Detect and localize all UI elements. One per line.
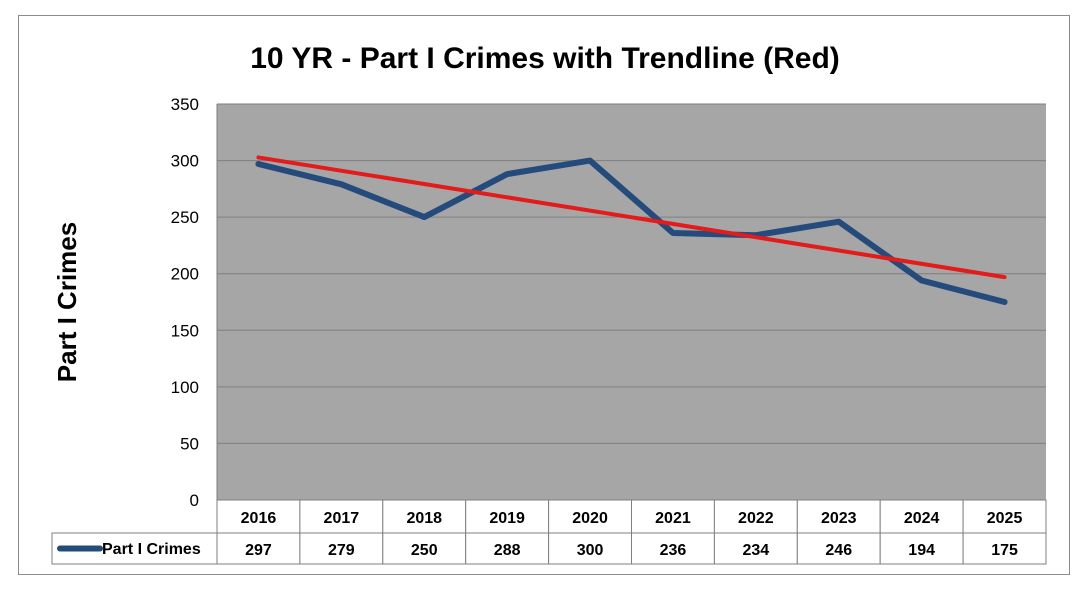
y-tick-label: 350 [171, 95, 199, 114]
x-tick-label: 2016 [241, 510, 277, 527]
table-header-cell [962, 499, 1047, 534]
x-tick-label: 2025 [987, 510, 1023, 527]
data-label: 236 [660, 542, 687, 559]
series-line-part-i-crimes [255, 157, 1008, 305]
x-tick-label: 2024 [904, 510, 940, 527]
y-tick-label: 200 [171, 265, 199, 284]
table-value-cell [216, 532, 301, 565]
table-header-cell [796, 499, 881, 534]
table-value-cell [465, 532, 550, 565]
table-value-cell [382, 532, 467, 565]
x-tick-label: 2021 [655, 510, 691, 527]
data-label: 297 [245, 542, 272, 559]
data-label: 300 [577, 542, 604, 559]
table-header-cell [382, 499, 467, 534]
table-header-cell [631, 499, 715, 534]
x-tick-label: 2018 [406, 510, 442, 527]
table-header-cell [548, 499, 632, 534]
data-label: 250 [411, 542, 438, 559]
table-header-cell [879, 499, 964, 534]
x-tick-label: 2019 [489, 510, 525, 527]
data-table: 2016 2017 2018 2019 2020 2021 2022 2023 2024 2025… [51, 499, 1047, 565]
table-value-cell [299, 532, 384, 565]
table-value-cell [962, 532, 1047, 565]
y-axis-label: Part I Crimes [52, 222, 82, 382]
x-tick-label: 2022 [738, 510, 774, 527]
data-label: 246 [825, 542, 852, 559]
legend-label: Part I Crimes [102, 541, 201, 558]
plot-background [217, 104, 1046, 500]
x-tick-label: 2023 [821, 510, 857, 527]
data-label: 194 [908, 542, 935, 559]
y-tick-label: 250 [171, 208, 199, 227]
data-label: 279 [328, 542, 355, 559]
trendline [256, 155, 1007, 280]
data-label: 234 [742, 542, 769, 559]
table-header-cell [216, 499, 301, 534]
x-tick-label: 2020 [572, 510, 608, 527]
x-tick-label: 2017 [324, 510, 360, 527]
y-tick-label: 100 [171, 378, 199, 397]
table-value-cell [631, 532, 715, 565]
data-label: 175 [991, 542, 1018, 559]
y-tick-label: 0 [190, 491, 199, 510]
y-tick-label: 300 [171, 152, 199, 171]
table-value-cell [796, 532, 881, 565]
table-value-cell [548, 532, 632, 565]
chart-title: 10 YR - Part I Crimes with Trendline (Re… [250, 42, 840, 75]
plot-area: 0 50 100 150 200 250 300 350 [171, 95, 1046, 510]
data-label: 288 [494, 542, 521, 559]
y-tick-label: 150 [171, 321, 199, 340]
table-header-cell [465, 499, 550, 534]
y-tick-label: 50 [180, 434, 199, 453]
table-value-cell [879, 532, 964, 565]
